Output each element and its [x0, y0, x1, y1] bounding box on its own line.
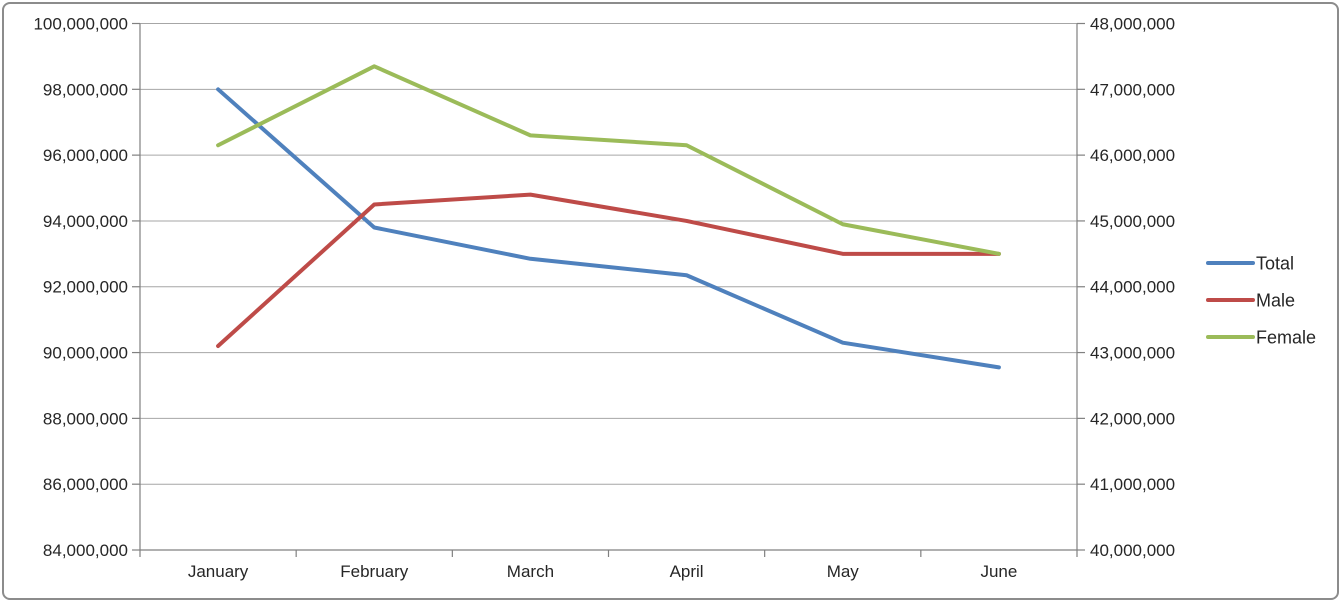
y-axis-right-tick-label: 40,000,000 — [1090, 541, 1175, 560]
y-axis-left-tick-label: 96,000,000 — [43, 146, 128, 165]
x-axis-category-label: March — [507, 562, 554, 581]
y-axis-right-tick-label: 48,000,000 — [1090, 14, 1175, 33]
x-axis-category-label: February — [340, 562, 409, 581]
x-axis-category-label: May — [827, 562, 860, 581]
series-line-female — [216, 64, 1001, 256]
y-axis-left-tick-label: 84,000,000 — [43, 541, 128, 560]
y-axis-right-tick-label: 43,000,000 — [1090, 344, 1175, 363]
x-axis-category-label: April — [670, 562, 704, 581]
series-line-total — [216, 87, 1001, 370]
y-axis-left-tick-label: 100,000,000 — [33, 14, 128, 33]
y-axis-left-tick-label: 86,000,000 — [43, 475, 128, 494]
series-line-male — [216, 192, 1001, 348]
y-axis-left-tick-label: 88,000,000 — [43, 409, 128, 428]
legend-label-female: Female — [1256, 327, 1316, 347]
x-axis-category-label: June — [980, 562, 1017, 581]
y-axis-right-tick-label: 44,000,000 — [1090, 278, 1175, 297]
legend-label-total: Total — [1256, 253, 1294, 273]
y-axis-left-tick-label: 90,000,000 — [43, 344, 128, 363]
y-axis-left-tick-label: 94,000,000 — [43, 212, 128, 231]
y-axis-left-tick-label: 92,000,000 — [43, 278, 128, 297]
y-axis-right-tick-label: 46,000,000 — [1090, 146, 1175, 165]
legend-label-male: Male — [1256, 290, 1295, 310]
y-axis-right-tick-label: 42,000,000 — [1090, 409, 1175, 428]
y-axis-right-tick-label: 41,000,000 — [1090, 475, 1175, 494]
y-axis-right-tick-label: 45,000,000 — [1090, 212, 1175, 231]
y-axis-left-tick-label: 98,000,000 — [43, 80, 128, 99]
y-axis-right-tick-label: 47,000,000 — [1090, 80, 1175, 99]
x-axis-category-label: January — [188, 562, 249, 581]
